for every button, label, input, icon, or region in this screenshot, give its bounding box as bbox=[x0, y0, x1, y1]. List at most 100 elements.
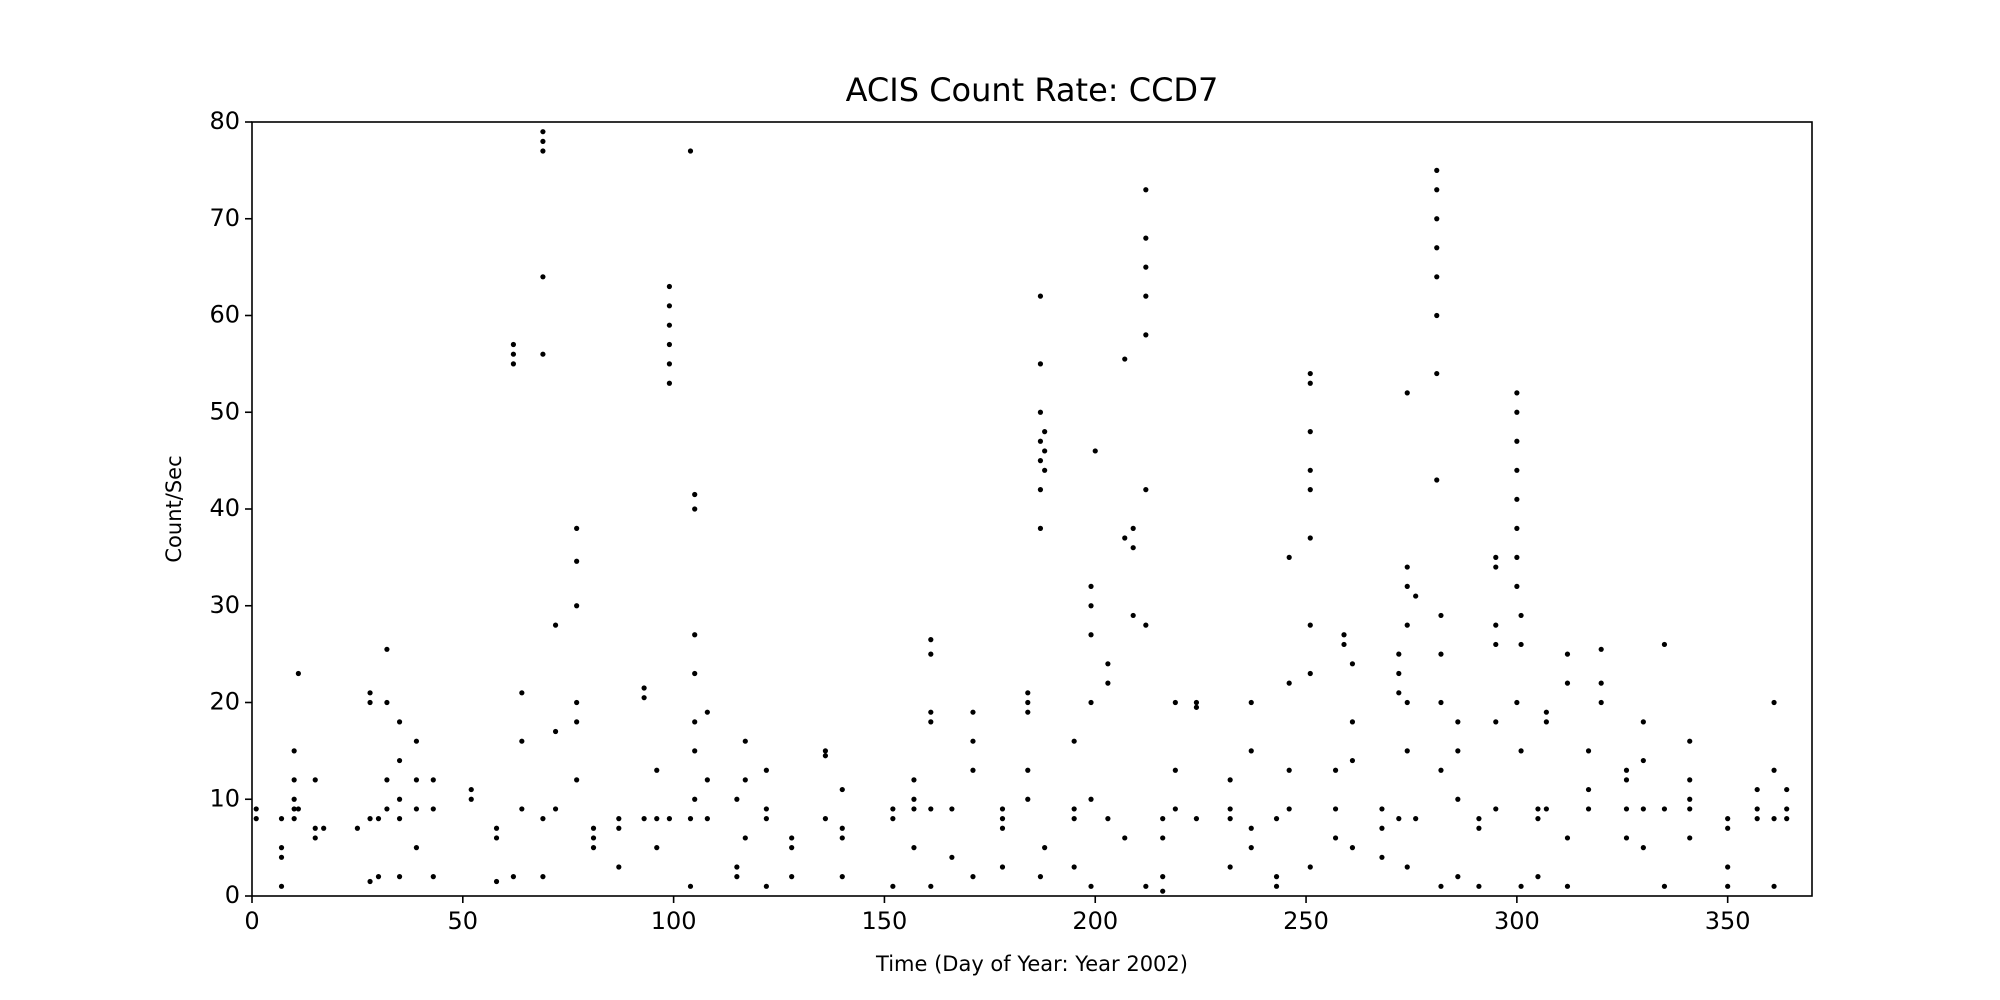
point bbox=[999, 825, 1006, 831]
point bbox=[1514, 409, 1520, 415]
point bbox=[510, 351, 517, 357]
point bbox=[1623, 767, 1630, 773]
point bbox=[839, 874, 845, 880]
point bbox=[1476, 883, 1482, 889]
point bbox=[1687, 796, 1693, 802]
point bbox=[430, 806, 436, 812]
point bbox=[384, 806, 390, 812]
point bbox=[253, 816, 259, 822]
point bbox=[375, 874, 382, 880]
point bbox=[1273, 816, 1280, 822]
point bbox=[384, 646, 390, 652]
point bbox=[666, 322, 673, 328]
point bbox=[312, 777, 318, 783]
point bbox=[666, 341, 673, 348]
point bbox=[763, 816, 769, 822]
point bbox=[375, 816, 382, 822]
point bbox=[1564, 680, 1571, 686]
point bbox=[641, 816, 647, 822]
point bbox=[949, 854, 955, 860]
point bbox=[1434, 245, 1440, 251]
point bbox=[574, 525, 580, 531]
point bbox=[666, 380, 673, 386]
y-tick-label: 70 bbox=[209, 204, 240, 232]
point bbox=[1598, 646, 1604, 652]
point bbox=[1307, 429, 1313, 435]
point bbox=[1379, 825, 1385, 831]
point bbox=[1248, 748, 1254, 754]
point bbox=[822, 816, 829, 822]
point bbox=[1404, 564, 1410, 570]
point bbox=[692, 748, 698, 754]
point bbox=[1455, 719, 1461, 725]
point bbox=[1661, 806, 1668, 812]
point bbox=[1535, 806, 1541, 812]
point bbox=[1661, 883, 1668, 889]
point bbox=[1143, 332, 1149, 338]
point bbox=[1564, 835, 1571, 841]
point bbox=[1286, 554, 1292, 560]
point bbox=[1172, 699, 1178, 706]
point bbox=[839, 825, 845, 831]
point bbox=[552, 728, 559, 735]
point bbox=[1518, 612, 1524, 619]
x-tick-label: 150 bbox=[862, 907, 908, 935]
point bbox=[1160, 874, 1166, 880]
point bbox=[540, 274, 546, 280]
point bbox=[1088, 632, 1094, 638]
point bbox=[1413, 593, 1419, 599]
point bbox=[367, 690, 373, 696]
point bbox=[1341, 632, 1347, 638]
point bbox=[1071, 816, 1077, 822]
point bbox=[1143, 622, 1149, 628]
point bbox=[1518, 748, 1524, 754]
point bbox=[1307, 380, 1313, 386]
point bbox=[1493, 554, 1499, 560]
x-tick-label: 250 bbox=[1283, 907, 1329, 935]
point bbox=[1438, 699, 1444, 706]
point bbox=[928, 651, 934, 657]
point bbox=[928, 883, 934, 889]
point bbox=[510, 341, 517, 348]
point bbox=[1518, 641, 1524, 648]
point bbox=[1404, 583, 1410, 590]
point bbox=[1122, 356, 1128, 362]
x-axis-label: Time (Day of Year: Year 2002) bbox=[875, 952, 1188, 976]
point bbox=[890, 816, 896, 822]
point bbox=[291, 796, 297, 802]
point bbox=[1404, 748, 1410, 754]
point bbox=[590, 835, 597, 841]
point bbox=[540, 816, 546, 822]
point bbox=[1071, 806, 1077, 812]
point bbox=[519, 806, 525, 812]
point bbox=[1307, 864, 1313, 870]
point bbox=[1088, 583, 1094, 590]
point bbox=[1564, 883, 1571, 889]
point bbox=[1307, 535, 1313, 541]
point bbox=[763, 767, 769, 773]
point bbox=[704, 709, 710, 715]
x-tick-label: 300 bbox=[1494, 907, 1540, 935]
point bbox=[970, 738, 976, 744]
point bbox=[704, 777, 710, 783]
point bbox=[574, 777, 580, 783]
point bbox=[616, 825, 622, 831]
point bbox=[1172, 767, 1178, 773]
point bbox=[1227, 816, 1233, 822]
point bbox=[1725, 864, 1731, 870]
y-tick-label: 0 bbox=[225, 881, 240, 909]
point bbox=[1687, 806, 1693, 812]
point bbox=[1071, 864, 1077, 870]
point bbox=[1042, 429, 1048, 435]
point bbox=[413, 738, 420, 744]
y-axis-label: Count/Sec bbox=[162, 455, 186, 562]
y-tick-label: 10 bbox=[209, 784, 240, 812]
point bbox=[1042, 467, 1048, 473]
point bbox=[692, 719, 698, 725]
point bbox=[510, 874, 517, 880]
point bbox=[970, 874, 976, 880]
x-tick-label: 0 bbox=[244, 907, 259, 935]
point bbox=[1307, 670, 1313, 677]
point bbox=[1396, 690, 1402, 696]
